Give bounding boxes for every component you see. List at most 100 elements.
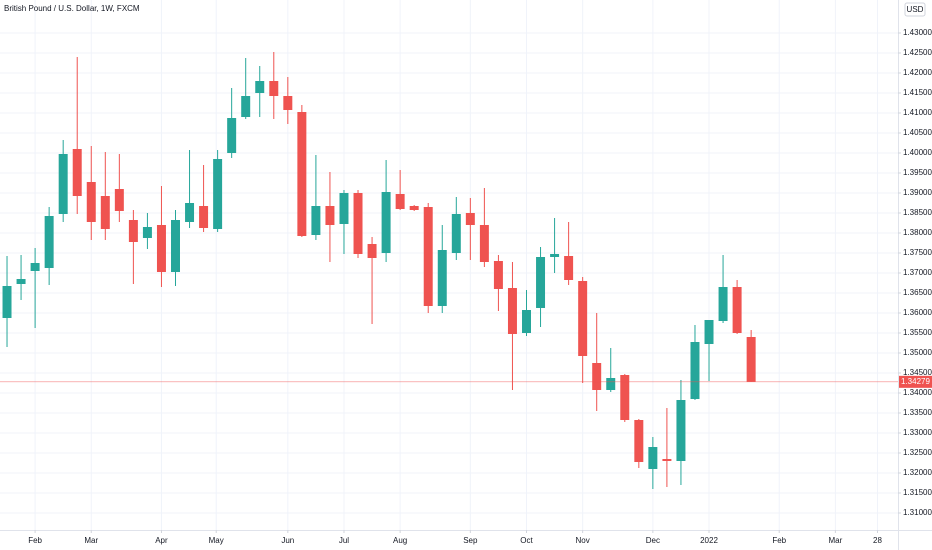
y-tick-label: 1.42000 <box>903 68 932 77</box>
y-tick-label: 1.34000 <box>903 388 932 397</box>
x-tick-label: Mar <box>828 536 842 545</box>
y-tick-label: 1.35000 <box>903 348 932 357</box>
y-tick-label: 1.33500 <box>903 408 932 417</box>
y-tick-label: 1.40000 <box>903 148 932 157</box>
candle-body <box>311 206 321 235</box>
candle-body <box>606 378 616 390</box>
x-tick-label: Jun <box>281 536 294 545</box>
y-tick-label: 1.38000 <box>903 228 932 237</box>
y-tick-label: 1.37500 <box>903 248 932 257</box>
y-tick-label: 1.37000 <box>903 268 932 277</box>
y-tick-label: 1.32000 <box>903 468 932 477</box>
x-tick-label: 28 <box>873 536 882 545</box>
candle-body <box>339 193 349 224</box>
currency-label: USD <box>907 5 924 14</box>
candle-body <box>72 149 82 196</box>
y-tick-label: 1.34500 <box>903 368 932 377</box>
candle-body <box>297 112 307 236</box>
y-tick-label: 1.38500 <box>903 208 932 217</box>
candle-body <box>171 220 180 272</box>
y-tick-label: 1.41500 <box>903 88 932 97</box>
grid <box>0 0 898 530</box>
candle-body <box>479 225 489 262</box>
y-tick-label: 1.36500 <box>903 288 932 297</box>
candle-body <box>381 192 391 253</box>
candle-body <box>634 420 644 462</box>
y-tick-label: 1.39000 <box>903 188 932 197</box>
x-tick-label: Jul <box>339 536 349 545</box>
candle-body <box>592 363 602 390</box>
candle-body <box>676 400 686 461</box>
x-tick-label: May <box>209 536 224 545</box>
candles <box>0 52 898 489</box>
x-tick-label: Aug <box>393 536 407 545</box>
candle-body <box>255 81 265 93</box>
candle-body <box>451 214 461 253</box>
candle-body <box>44 216 54 268</box>
currency-box[interactable] <box>904 2 926 17</box>
candle-body <box>718 287 728 321</box>
candle-body <box>185 203 195 222</box>
x-tick-label: Dec <box>646 536 660 545</box>
last-price-label: 1.34279 <box>901 377 930 386</box>
candle-body <box>86 182 96 222</box>
candle-body <box>128 220 138 242</box>
y-tick-label: 1.39500 <box>903 168 932 177</box>
candle-body <box>100 196 110 229</box>
x-tick-label: Oct <box>520 536 533 545</box>
y-tick-label: 1.41000 <box>903 108 932 117</box>
candle-body <box>507 288 517 334</box>
candle-body <box>704 320 714 344</box>
candle-body <box>283 96 293 110</box>
x-tick-label: Nov <box>576 536 590 545</box>
candle-body <box>241 96 251 117</box>
candle-body <box>564 256 574 280</box>
candle-body <box>620 375 630 420</box>
candle-body <box>227 118 237 153</box>
x-tick-label: Apr <box>155 536 168 545</box>
candle-body <box>746 337 756 382</box>
y-tick-label: 1.31000 <box>903 508 932 517</box>
candle-body <box>156 225 166 272</box>
candle-body <box>662 459 672 461</box>
y-tick-label: 1.33000 <box>903 428 932 437</box>
candle-body <box>30 263 40 271</box>
candle-body <box>536 257 546 308</box>
x-tick-label: Mar <box>84 536 98 545</box>
y-tick-label: 1.36000 <box>903 308 932 317</box>
candle-body <box>409 206 419 210</box>
chart-title: British Pound / U.S. Dollar, 1W, FXCM <box>4 4 140 13</box>
x-tick-label: Feb <box>28 536 42 545</box>
x-tick-label: 2022 <box>700 536 718 545</box>
candle-body <box>199 206 209 228</box>
candle-body <box>437 250 447 306</box>
candle-body <box>325 206 335 225</box>
candle-body <box>269 81 279 96</box>
y-tick-label: 1.35500 <box>903 328 932 337</box>
candle-body <box>648 447 658 469</box>
candle-body <box>465 213 475 225</box>
candle-body <box>213 159 223 229</box>
candle-body <box>578 281 588 356</box>
candle-body <box>550 254 560 257</box>
axes: 1.31000 1.31500 1.32000 1.32500 1.33000 1.335… <box>28 28 932 545</box>
x-tick-label: Feb <box>772 536 786 545</box>
candle-body <box>395 194 405 209</box>
candle-body <box>114 189 124 211</box>
candle-body <box>493 261 503 289</box>
candle-body <box>142 227 152 238</box>
candle-body <box>353 193 363 254</box>
y-tick-label: 1.32500 <box>903 448 932 457</box>
candle-body <box>58 154 68 214</box>
candle-body <box>732 287 742 333</box>
y-tick-label: 1.40500 <box>903 128 932 137</box>
candle-body <box>16 279 26 284</box>
candle-body <box>690 342 700 399</box>
candle-body <box>423 207 433 306</box>
candle-body <box>2 286 12 318</box>
y-tick-label: 1.43000 <box>903 28 932 37</box>
y-tick-label: 1.42500 <box>903 48 932 57</box>
x-tick-label: Sep <box>463 536 478 545</box>
